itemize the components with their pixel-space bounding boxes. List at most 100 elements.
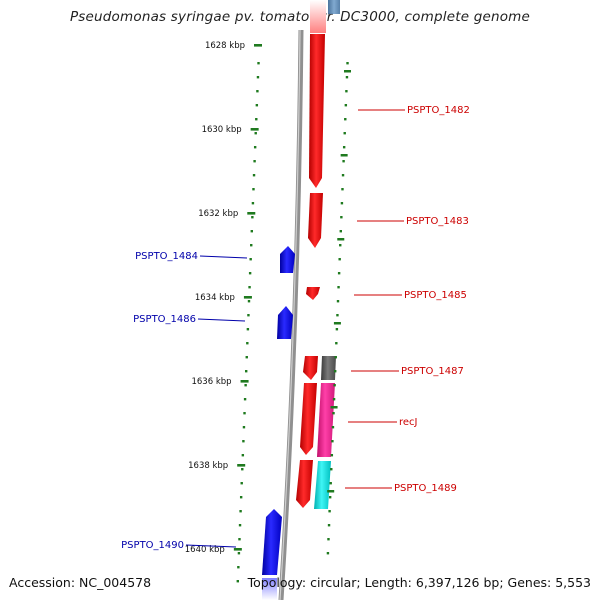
- scale-tick-label: 1632 kbp: [198, 209, 238, 219]
- gene-pspto-1487[interactable]: [303, 356, 318, 380]
- track-dot: [344, 118, 347, 121]
- track-dot: [251, 202, 255, 205]
- track-dot: [246, 328, 250, 331]
- scale-ticks: 1628 kbp 1630 kbp 1632 kbp 1634 kbp 1636 kbp…: [185, 41, 262, 555]
- track-dot: [255, 104, 259, 107]
- gene-label-pspto-1482[interactable]: PSPTO_1482: [407, 105, 470, 116]
- track-dot: [250, 230, 253, 233]
- track-dot: [238, 538, 241, 541]
- track-dot: [331, 440, 334, 443]
- gene-fragment-bottom-blue: [262, 578, 277, 600]
- track-dot: [240, 482, 243, 485]
- track-dot: [247, 300, 251, 303]
- gene-pspto-1489[interactable]: [296, 460, 313, 508]
- track-tick: [333, 322, 341, 325]
- track-dot: [340, 202, 344, 205]
- scale-tick-label: 1638 kbp: [188, 461, 228, 471]
- track-dot: [332, 398, 336, 401]
- gene-pspto-1483[interactable]: [308, 193, 323, 248]
- track-dot: [344, 104, 348, 107]
- track-dot: [239, 496, 243, 499]
- track-dot: [326, 552, 330, 555]
- track-dot: [342, 160, 345, 163]
- track-dot: [327, 538, 330, 541]
- track-tick: [340, 154, 348, 157]
- gene-label-recj[interactable]: recJ: [399, 417, 418, 428]
- track-dot: [239, 510, 242, 513]
- track-dot: [343, 132, 346, 135]
- gene-label-pspto-1487[interactable]: PSPTO_1487: [401, 366, 464, 377]
- accession-text: Accession: NC_004578: [9, 575, 152, 590]
- gene-label-pspto-1490[interactable]: PSPTO_1490: [121, 540, 184, 551]
- track-dot: [243, 398, 247, 401]
- gene-pspto-1486[interactable]: [277, 306, 293, 339]
- scale-tick-label: 1636 kbp: [191, 377, 231, 387]
- track-tick: [337, 238, 345, 241]
- track-dot: [236, 580, 239, 583]
- track-tick: [344, 70, 351, 73]
- track-dot: [257, 62, 260, 65]
- map-title: Pseudomonas syringae pv. tomato str. DC3…: [69, 9, 531, 25]
- gene-pspto-1490[interactable]: [262, 509, 282, 575]
- gene-label-pspto-1489[interactable]: PSPTO_1489: [394, 483, 457, 494]
- track-dot: [242, 440, 245, 443]
- gene-pspto-1485[interactable]: [306, 287, 320, 300]
- track-dot: [253, 146, 257, 149]
- track-dot: [333, 384, 336, 387]
- track-dot: [346, 62, 349, 65]
- track-dot: [341, 188, 344, 191]
- scale-tick-mark: [254, 44, 262, 47]
- track-dot: [245, 356, 248, 359]
- track-dot: [248, 272, 252, 275]
- scale-tick-mark: [233, 548, 242, 551]
- gene-recj[interactable]: [300, 383, 317, 455]
- track-dot: [254, 132, 257, 135]
- gene-pink[interactable]: [317, 383, 335, 457]
- scale-tick-label: 1634 kbp: [195, 293, 235, 303]
- track-dot: [334, 356, 337, 359]
- scale-tick-mark: [240, 380, 249, 383]
- scale-tick-mark: [237, 464, 246, 467]
- track-dot: [330, 454, 334, 457]
- track-dot: [328, 496, 332, 499]
- track-dot: [338, 258, 341, 261]
- track-dot: [252, 188, 255, 191]
- track-dot: [255, 118, 258, 121]
- gene-label-pspto-1484-leader: [199, 255, 248, 259]
- track-dot: [250, 244, 253, 247]
- gene-fragment-top-red: [310, 0, 326, 33]
- track-dot: [328, 510, 331, 513]
- track-dot: [329, 482, 332, 485]
- gene-label-pspto-1486[interactable]: PSPTO_1486: [133, 314, 196, 325]
- track-dot: [345, 90, 348, 93]
- gene-label-pspto-1484[interactable]: PSPTO_1484: [135, 251, 198, 262]
- track-dot: [237, 552, 241, 555]
- track-dot: [247, 314, 250, 317]
- track-dot: [242, 426, 246, 429]
- gene-pspto-1482[interactable]: [309, 34, 325, 188]
- track-dot: [256, 90, 259, 93]
- gene-label-pspto-1490-leader: [185, 544, 237, 548]
- gene-label-pspto-1483[interactable]: PSPTO_1483: [406, 216, 469, 227]
- gene-gray[interactable]: [321, 356, 336, 380]
- track-dot: [331, 426, 335, 429]
- track-dot: [241, 454, 245, 457]
- track-tick: [330, 406, 338, 409]
- track-dot: [335, 328, 339, 331]
- gene-label-pspto-1485[interactable]: PSPTO_1485: [404, 290, 467, 301]
- track-dot: [245, 370, 248, 373]
- gene-pspto-1484[interactable]: [280, 246, 295, 273]
- track-dot: [252, 174, 256, 177]
- track-dot: [248, 286, 251, 289]
- track-dot: [253, 160, 256, 163]
- track-dot: [341, 174, 345, 177]
- track-dot: [337, 286, 340, 289]
- track-dot: [246, 342, 249, 345]
- track-dot: [339, 230, 342, 233]
- gene-cyan[interactable]: [314, 461, 331, 509]
- track-dot: [251, 216, 254, 219]
- track-dot: [332, 412, 335, 415]
- scale-tick-mark: [247, 212, 256, 215]
- track-dot: [345, 76, 349, 79]
